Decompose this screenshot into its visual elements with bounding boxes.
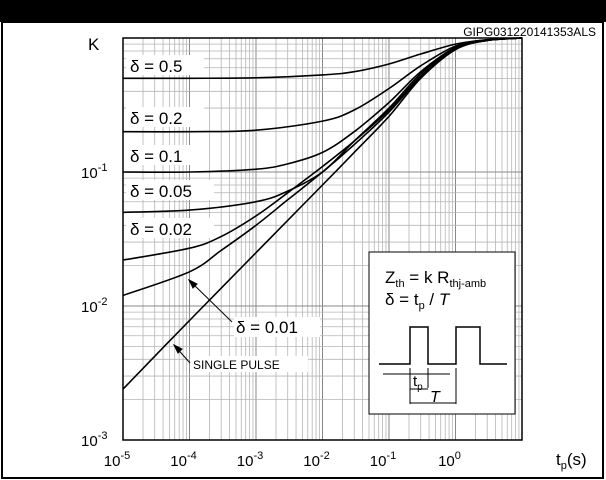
x-tick-label: 10-1 [370,450,396,470]
x-tick-label: 10-3 [237,450,263,470]
label-delta-0.1: δ = 0.1 [130,147,182,166]
inset-box: Zth = k Rthj-amb δ = tp / T tp T [368,251,516,415]
inset-equation-zth: Zth = k Rthj-amb [385,268,486,290]
label-delta-0.02: δ = 0.02 [130,220,192,239]
label-delta-0.5: δ = 0.5 [130,57,182,76]
y-tick-label: 10-1 [81,162,107,182]
y-tick-label: 10-2 [81,296,107,316]
figure-frame [1,21,604,479]
x-tick-label: 10-5 [104,450,130,470]
label-delta-0.05: δ = 0.05 [130,182,192,201]
watermark: GIPG031220141353ALS [463,25,596,39]
x-tick-labels: 10-5 10-4 10-3 10-2 10-1 100 [104,450,461,470]
annotation-arrows [172,278,233,364]
label-delta-0.2: δ = 0.2 [130,109,182,128]
inset-tp-label: tp [413,373,423,393]
x-tick-label: 10-2 [303,450,329,470]
series-labels: δ = 0.5 δ = 0.2 δ = 0.1 δ = 0.05 δ = 0.0… [126,55,320,372]
label-delta-0.01: δ = 0.01 [236,318,298,337]
arrowhead-delta-0.01 [187,278,198,289]
x-tick-label: 100 [438,450,461,470]
arrowhead-single-pulse [172,343,183,354]
plot-frame [122,37,523,441]
x-tick-label: 10-4 [170,450,196,470]
arrow-delta-0.01 [188,279,233,323]
pulse-waveform [379,326,507,365]
inset-equation-delta: δ = tp / T [385,290,451,312]
y-tick-label: 10-3 [81,430,107,450]
label-single-pulse: SINGLE PULSE [193,358,280,372]
y-axis-label: K [88,35,100,54]
y-tick-labels: 10-3 10-2 10-1 [81,162,107,450]
header-strip [0,0,606,22]
x-axis-label: tp(s) [556,450,587,472]
pulse-dimensions [383,368,457,404]
series-line [122,37,523,133]
inset-T-label: T [430,389,441,406]
